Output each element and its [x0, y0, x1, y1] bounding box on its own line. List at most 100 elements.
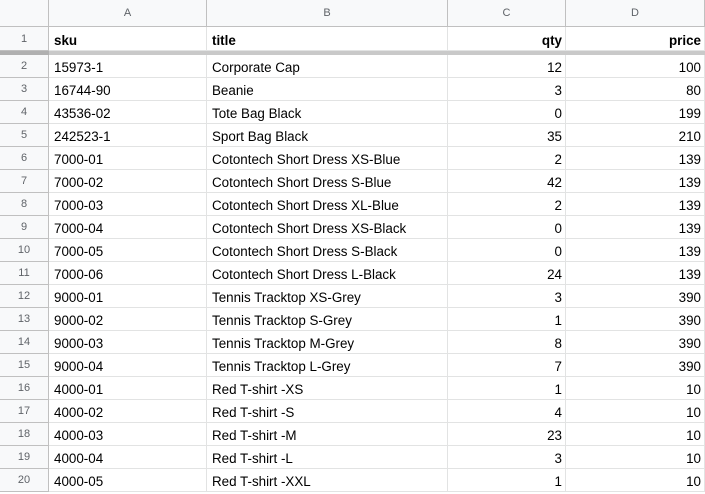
cell-title[interactable]: Corporate Cap: [207, 55, 448, 78]
row-header[interactable]: 7: [0, 170, 49, 193]
cell-price[interactable]: 10: [566, 400, 705, 423]
column-header-a[interactable]: A: [49, 0, 207, 27]
cell-price[interactable]: 139: [566, 147, 705, 170]
cell-sku[interactable]: 7000-04: [49, 216, 207, 239]
cell-qty[interactable]: 2: [448, 193, 566, 216]
cell-title[interactable]: Tennis Tracktop L-Grey: [207, 354, 448, 377]
row-header[interactable]: 3: [0, 78, 49, 101]
row-header[interactable]: 16: [0, 377, 49, 400]
cell-title[interactable]: Red T-shirt -L: [207, 446, 448, 469]
cell-sku[interactable]: 242523-1: [49, 124, 207, 147]
header-cell-title[interactable]: title: [207, 27, 448, 51]
row-header[interactable]: 4: [0, 101, 49, 124]
cell-qty[interactable]: 2: [448, 147, 566, 170]
cell-qty[interactable]: 12: [448, 55, 566, 78]
row-header[interactable]: 11: [0, 262, 49, 285]
select-all-corner[interactable]: [0, 0, 49, 27]
cell-title[interactable]: Cotontech Short Dress XS-Blue: [207, 147, 448, 170]
row-header[interactable]: 9: [0, 216, 49, 239]
cell-qty[interactable]: 4: [448, 400, 566, 423]
cell-qty[interactable]: 3: [448, 446, 566, 469]
cell-sku[interactable]: 4000-02: [49, 400, 207, 423]
cell-sku[interactable]: 16744-90: [49, 78, 207, 101]
row-header[interactable]: 13: [0, 308, 49, 331]
cell-title[interactable]: Red T-shirt -M: [207, 423, 448, 446]
cell-price[interactable]: 210: [566, 124, 705, 147]
cell-sku[interactable]: 4000-05: [49, 469, 207, 492]
cell-title[interactable]: Cotontech Short Dress XS-Black: [207, 216, 448, 239]
cell-sku[interactable]: 9000-03: [49, 331, 207, 354]
row-header[interactable]: 1: [0, 27, 49, 51]
cell-qty[interactable]: 3: [448, 285, 566, 308]
cell-price[interactable]: 390: [566, 331, 705, 354]
cell-title[interactable]: Cotontech Short Dress S-Black: [207, 239, 448, 262]
cell-price[interactable]: 10: [566, 377, 705, 400]
cell-sku[interactable]: 7000-06: [49, 262, 207, 285]
cell-price[interactable]: 199: [566, 101, 705, 124]
cell-qty[interactable]: 24: [448, 262, 566, 285]
row-header[interactable]: 12: [0, 285, 49, 308]
cell-price[interactable]: 139: [566, 239, 705, 262]
cell-qty[interactable]: 1: [448, 308, 566, 331]
cell-title[interactable]: Tennis Tracktop S-Grey: [207, 308, 448, 331]
row-header[interactable]: 17: [0, 400, 49, 423]
header-cell-sku[interactable]: sku: [49, 27, 207, 51]
cell-price[interactable]: 139: [566, 193, 705, 216]
column-header-c[interactable]: C: [448, 0, 566, 27]
cell-title[interactable]: Cotontech Short Dress L-Black: [207, 262, 448, 285]
cell-sku[interactable]: 7000-02: [49, 170, 207, 193]
column-header-b[interactable]: B: [207, 0, 448, 27]
cell-price[interactable]: 10: [566, 423, 705, 446]
row-header[interactable]: 10: [0, 239, 49, 262]
cell-qty[interactable]: 42: [448, 170, 566, 193]
header-cell-qty[interactable]: qty: [448, 27, 566, 51]
row-header[interactable]: 15: [0, 354, 49, 377]
cell-sku[interactable]: 9000-02: [49, 308, 207, 331]
row-header[interactable]: 14: [0, 331, 49, 354]
frozen-row-divider-handle[interactable]: [0, 51, 49, 55]
cell-qty[interactable]: 7: [448, 354, 566, 377]
row-header[interactable]: 20: [0, 469, 49, 492]
cell-qty[interactable]: 23: [448, 423, 566, 446]
row-header[interactable]: 2: [0, 55, 49, 78]
cell-qty[interactable]: 0: [448, 101, 566, 124]
cell-price[interactable]: 390: [566, 354, 705, 377]
cell-price[interactable]: 390: [566, 308, 705, 331]
cell-title[interactable]: Red T-shirt -XXL: [207, 469, 448, 492]
cell-title[interactable]: Tennis Tracktop XS-Grey: [207, 285, 448, 308]
cell-sku[interactable]: 43536-02: [49, 101, 207, 124]
cell-title[interactable]: Beanie: [207, 78, 448, 101]
cell-price[interactable]: 139: [566, 262, 705, 285]
cell-title[interactable]: Red T-shirt -XS: [207, 377, 448, 400]
cell-qty[interactable]: 3: [448, 78, 566, 101]
cell-sku[interactable]: 7000-01: [49, 147, 207, 170]
row-header[interactable]: 8: [0, 193, 49, 216]
cell-title[interactable]: Tennis Tracktop M-Grey: [207, 331, 448, 354]
frozen-row-divider[interactable]: [0, 51, 705, 55]
cell-price[interactable]: 80: [566, 78, 705, 101]
cell-price[interactable]: 139: [566, 170, 705, 193]
cell-sku[interactable]: 4000-01: [49, 377, 207, 400]
cell-price[interactable]: 139: [566, 216, 705, 239]
cell-price[interactable]: 10: [566, 446, 705, 469]
cell-title[interactable]: Sport Bag Black: [207, 124, 448, 147]
cell-qty[interactable]: 8: [448, 331, 566, 354]
cell-qty[interactable]: 1: [448, 469, 566, 492]
cell-sku[interactable]: 7000-03: [49, 193, 207, 216]
cell-qty[interactable]: 35: [448, 124, 566, 147]
cell-sku[interactable]: 15973-1: [49, 55, 207, 78]
cell-title[interactable]: Cotontech Short Dress XL-Blue: [207, 193, 448, 216]
cell-sku[interactable]: 9000-01: [49, 285, 207, 308]
header-cell-price[interactable]: price: [566, 27, 705, 51]
cell-price[interactable]: 390: [566, 285, 705, 308]
cell-price[interactable]: 100: [566, 55, 705, 78]
row-header[interactable]: 18: [0, 423, 49, 446]
cell-qty[interactable]: 0: [448, 216, 566, 239]
column-header-d[interactable]: D: [566, 0, 705, 27]
cell-sku[interactable]: 9000-04: [49, 354, 207, 377]
cell-title[interactable]: Red T-shirt -S: [207, 400, 448, 423]
row-header[interactable]: 5: [0, 124, 49, 147]
cell-title[interactable]: Tote Bag Black: [207, 101, 448, 124]
cell-price[interactable]: 10: [566, 469, 705, 492]
cell-sku[interactable]: 7000-05: [49, 239, 207, 262]
